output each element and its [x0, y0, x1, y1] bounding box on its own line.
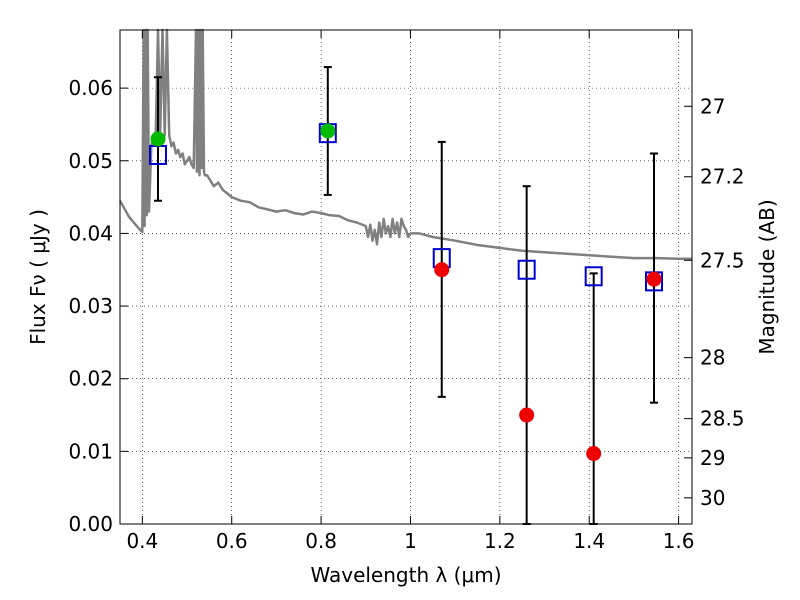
y-tick-label: 0.03 — [68, 294, 113, 318]
plot-frame — [119, 29, 693, 525]
y2-tick-label: 27.2 — [700, 165, 745, 189]
y2-tick-label: 28.5 — [700, 407, 745, 431]
y-tick-label: 0.05 — [68, 149, 113, 173]
data-points — [150, 123, 662, 462]
y2-axis-label: Magnitude (AB) — [755, 199, 779, 354]
y2-tick-label: 28 — [700, 346, 725, 370]
x-axis-label: Wavelength λ (μm) — [310, 563, 501, 587]
x-tick-label: 0.8 — [305, 529, 337, 553]
ticks: 0.4 0.6 0.8 1 1.2 1.4 1.6 0.00 0.01 0.02 0.03 0.04 0… — [68, 30, 745, 553]
y-tick-label: 0.04 — [68, 221, 113, 245]
model-band-square — [517, 259, 536, 280]
y-axis-label: Flux Fν ( μJy ) — [26, 209, 50, 345]
error-bars — [153, 66, 659, 525]
x-tick-label: 1.2 — [484, 529, 516, 553]
y-tick-label: 0.01 — [68, 439, 113, 463]
x-tick-label: 0.6 — [216, 529, 248, 553]
model-sed-curve — [118, 28, 692, 261]
y2-tick-label: 27.5 — [700, 248, 745, 272]
y2-tick-label: 29 — [700, 446, 725, 470]
sed-line — [118, 28, 692, 261]
y2-tick-label: 27 — [700, 94, 725, 118]
non-detection-point — [434, 262, 450, 278]
y-tick-label: 0.06 — [68, 76, 113, 100]
model-band-square — [584, 266, 603, 287]
model-band-markers — [148, 123, 664, 292]
grid — [120, 30, 692, 525]
x-tick-label: 0.4 — [126, 529, 158, 553]
x-tick-label: 1.6 — [663, 529, 695, 553]
detection-point — [320, 123, 336, 139]
x-tick-label: 1 — [404, 529, 417, 553]
detection-point — [150, 131, 166, 147]
x-tick-label: 1.4 — [573, 529, 605, 553]
y-tick-label: 0.00 — [68, 512, 113, 536]
non-detection-point — [646, 271, 662, 287]
non-detection-point — [519, 407, 535, 423]
y-tick-label: 0.02 — [68, 367, 113, 391]
non-detection-point — [586, 446, 602, 462]
y2-tick-label: 30 — [700, 486, 725, 510]
